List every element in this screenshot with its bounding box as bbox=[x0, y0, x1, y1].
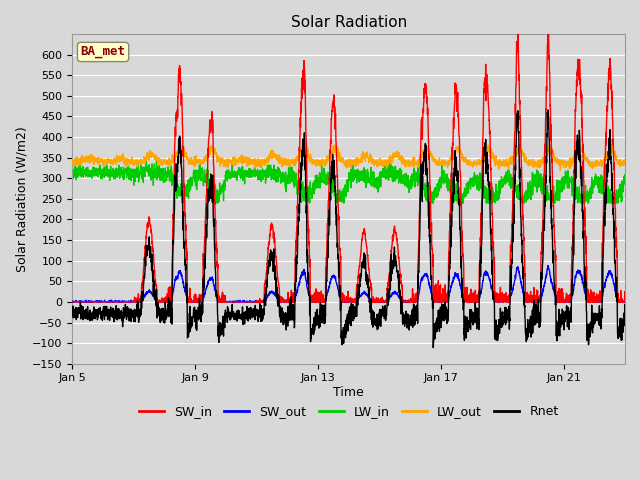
Rnet bbox=[550, 274, 558, 279]
LW_out bbox=[68, 158, 76, 164]
LW_out bbox=[177, 141, 184, 147]
Rnet bbox=[68, 304, 76, 310]
Rnet bbox=[269, 260, 276, 265]
LW_in bbox=[367, 176, 374, 182]
Rnet bbox=[122, 312, 130, 318]
LW_out bbox=[156, 156, 163, 162]
SW_out bbox=[156, 299, 163, 305]
SW_out bbox=[544, 263, 552, 268]
Rnet bbox=[366, 304, 374, 310]
Rnet bbox=[544, 107, 552, 113]
LW_out bbox=[122, 156, 130, 162]
Y-axis label: Solar Radiation (W/m2): Solar Radiation (W/m2) bbox=[15, 126, 28, 272]
SW_in bbox=[621, 298, 629, 304]
SW_out bbox=[269, 288, 276, 294]
LW_in bbox=[156, 168, 163, 174]
LW_in bbox=[68, 164, 76, 169]
SW_in bbox=[550, 214, 557, 220]
SW_in bbox=[122, 299, 130, 305]
LW_in bbox=[143, 158, 150, 164]
LW_in bbox=[269, 176, 277, 182]
Line: LW_out: LW_out bbox=[72, 144, 625, 170]
LW_in bbox=[122, 169, 130, 175]
LW_out bbox=[621, 157, 629, 163]
X-axis label: Time: Time bbox=[333, 386, 364, 399]
SW_in bbox=[191, 299, 198, 305]
SW_out bbox=[366, 297, 374, 302]
LW_in bbox=[621, 180, 629, 186]
Legend: SW_in, SW_out, LW_in, LW_out, Rnet: SW_in, SW_out, LW_in, LW_out, Rnet bbox=[134, 400, 564, 423]
SW_in bbox=[269, 225, 276, 230]
Line: SW_out: SW_out bbox=[72, 265, 625, 302]
SW_out bbox=[191, 299, 198, 305]
Rnet bbox=[429, 345, 437, 350]
SW_in bbox=[544, 23, 552, 28]
Line: Rnet: Rnet bbox=[72, 110, 625, 348]
SW_out bbox=[122, 299, 130, 304]
Rnet bbox=[191, 308, 198, 314]
SW_in bbox=[156, 299, 163, 305]
LW_out bbox=[191, 160, 199, 166]
LW_in bbox=[179, 200, 186, 206]
LW_out bbox=[557, 168, 564, 173]
Title: Solar Radiation: Solar Radiation bbox=[291, 15, 407, 30]
LW_out bbox=[367, 154, 374, 160]
Text: BA_met: BA_met bbox=[81, 46, 125, 59]
SW_in bbox=[68, 299, 76, 305]
SW_out bbox=[68, 299, 76, 305]
LW_in bbox=[191, 179, 199, 184]
Line: SW_in: SW_in bbox=[72, 25, 625, 302]
LW_out bbox=[550, 150, 557, 156]
Rnet bbox=[621, 322, 629, 327]
SW_out bbox=[621, 299, 629, 305]
LW_out bbox=[269, 152, 277, 157]
Rnet bbox=[156, 305, 163, 311]
LW_in bbox=[550, 194, 558, 200]
SW_out bbox=[550, 288, 557, 293]
Line: LW_in: LW_in bbox=[72, 161, 625, 203]
SW_in bbox=[366, 278, 374, 284]
